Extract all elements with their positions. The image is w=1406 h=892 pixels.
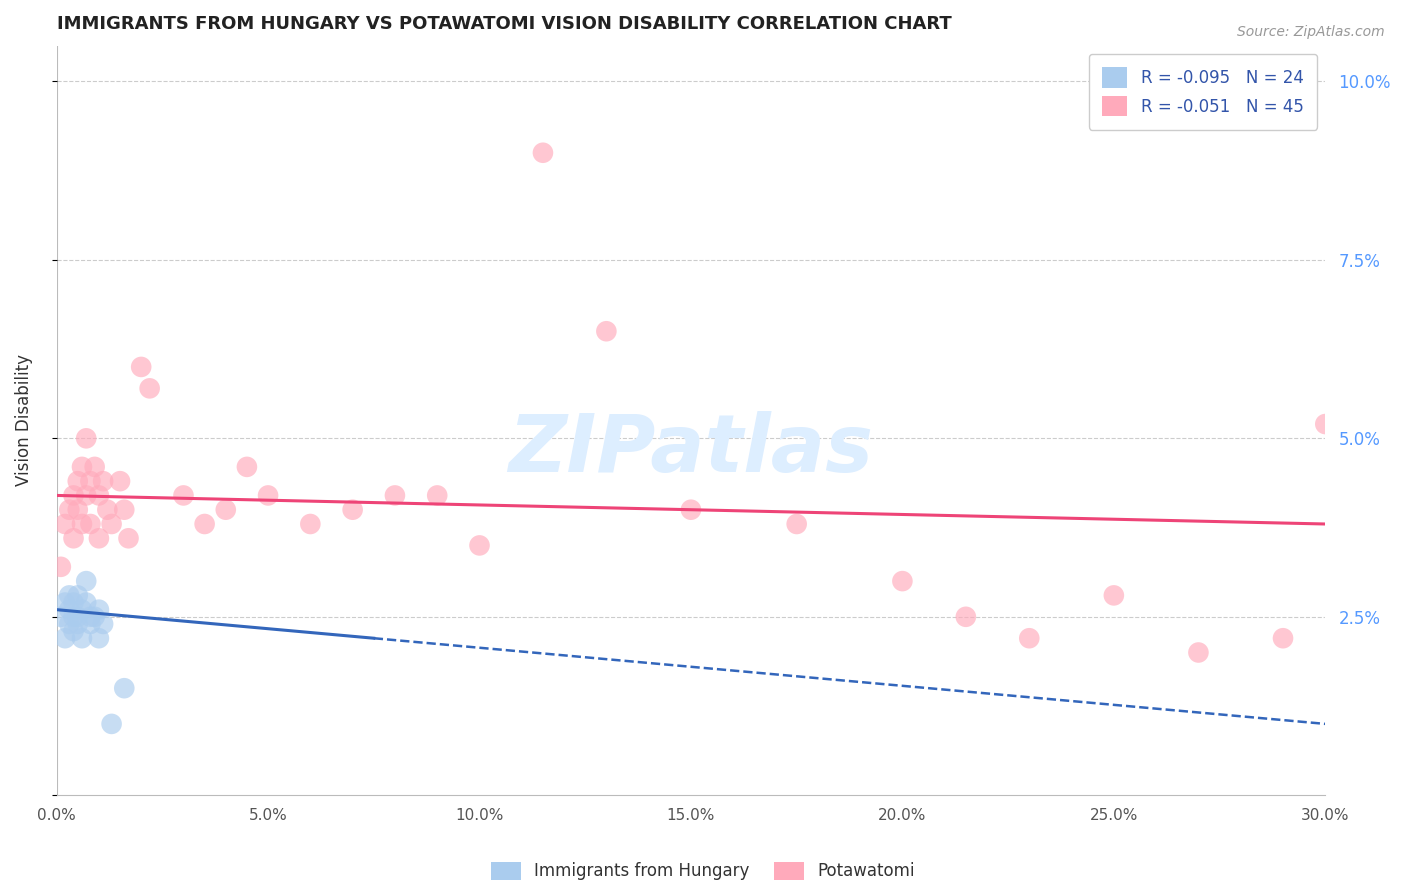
Point <box>91 474 114 488</box>
Point <box>87 531 110 545</box>
Point <box>426 488 449 502</box>
Point <box>49 609 72 624</box>
Point <box>75 488 97 502</box>
Point <box>75 431 97 445</box>
Point <box>1018 631 1040 645</box>
Point <box>66 616 89 631</box>
Text: IMMIGRANTS FROM HUNGARY VS POTAWATOMI VISION DISABILITY CORRELATION CHART: IMMIGRANTS FROM HUNGARY VS POTAWATOMI VI… <box>56 15 952 33</box>
Point <box>62 609 84 624</box>
Point <box>66 588 89 602</box>
Legend: Immigrants from Hungary, Potawatomi: Immigrants from Hungary, Potawatomi <box>484 855 922 887</box>
Point <box>112 502 135 516</box>
Point <box>679 502 702 516</box>
Point <box>1102 588 1125 602</box>
Point <box>75 574 97 588</box>
Point <box>117 531 139 545</box>
Point <box>79 516 101 531</box>
Point <box>53 595 76 609</box>
Text: Source: ZipAtlas.com: Source: ZipAtlas.com <box>1237 25 1385 39</box>
Point <box>66 502 89 516</box>
Point <box>58 602 80 616</box>
Point <box>194 516 217 531</box>
Point <box>70 631 93 645</box>
Point <box>53 631 76 645</box>
Point <box>58 616 80 631</box>
Point <box>79 474 101 488</box>
Point <box>299 516 322 531</box>
Point <box>955 609 977 624</box>
Point <box>83 609 105 624</box>
Point <box>215 502 238 516</box>
Point <box>70 602 93 616</box>
Point <box>96 502 118 516</box>
Point <box>129 359 152 374</box>
Point <box>62 531 84 545</box>
Point <box>384 488 406 502</box>
Point <box>70 516 93 531</box>
Point <box>108 474 131 488</box>
Point <box>112 681 135 696</box>
Point <box>62 624 84 638</box>
Point <box>100 516 122 531</box>
Point <box>236 459 259 474</box>
Point <box>138 381 160 395</box>
Point <box>891 574 914 588</box>
Point <box>87 631 110 645</box>
Text: ZIPatlas: ZIPatlas <box>509 411 873 490</box>
Point <box>468 538 491 552</box>
Point <box>58 502 80 516</box>
Point <box>79 609 101 624</box>
Point <box>1187 646 1209 660</box>
Point <box>100 717 122 731</box>
Point <box>172 488 194 502</box>
Point <box>58 588 80 602</box>
Y-axis label: Vision Disability: Vision Disability <box>15 354 32 486</box>
Point <box>66 609 89 624</box>
Point <box>83 459 105 474</box>
Point <box>1315 417 1337 431</box>
Point <box>531 145 554 160</box>
Point <box>1272 631 1295 645</box>
Point <box>66 474 89 488</box>
Point <box>62 595 84 609</box>
Point <box>70 459 93 474</box>
Point <box>786 516 808 531</box>
Point <box>87 488 110 502</box>
Point <box>53 516 76 531</box>
Legend: R = -0.095   N = 24, R = -0.051   N = 45: R = -0.095 N = 24, R = -0.051 N = 45 <box>1090 54 1317 129</box>
Point <box>49 559 72 574</box>
Point <box>87 602 110 616</box>
Point <box>75 595 97 609</box>
Point <box>79 616 101 631</box>
Point <box>62 488 84 502</box>
Point <box>342 502 364 516</box>
Point <box>595 324 617 338</box>
Point <box>257 488 280 502</box>
Point <box>91 616 114 631</box>
